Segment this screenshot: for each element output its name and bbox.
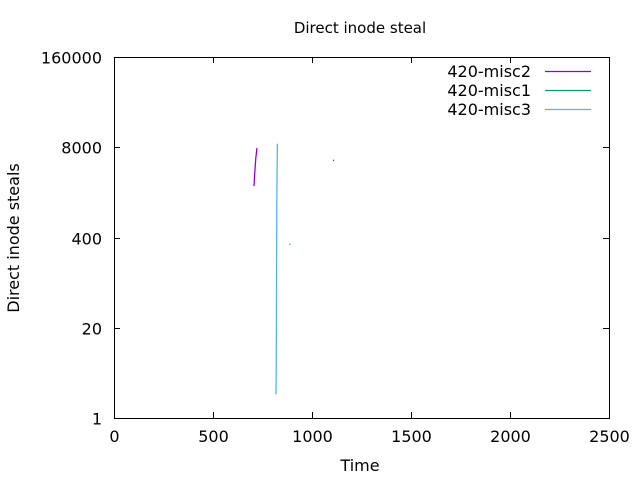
series-420-misc3 [275,143,279,395]
plot-frame [114,57,610,419]
legend-item: 420-misc1 [447,81,591,100]
chart-title: Direct inode steal [294,19,426,37]
y-tick-label: 8000 [61,139,102,158]
legend-label: 420-misc3 [447,100,531,119]
series-420-misc1 [289,243,291,245]
x-tick-label: 1500 [391,427,432,446]
x-axis-label: Time [339,456,379,475]
x-tick-label: 2000 [490,427,531,446]
legend-item: 420-misc2 [447,62,591,81]
y-tick-label: 1 [92,410,102,429]
x-tick-label: 1000 [292,427,333,446]
y-tick-label: 20 [82,320,102,339]
data-point [289,243,291,245]
series-line [275,143,279,395]
series-layer [253,143,335,395]
series-line [253,147,258,187]
x-tick-label: 500 [198,427,229,446]
y-axis-label: Direct inode steals [4,163,23,313]
data-point [332,159,335,161]
x-tick-label: 0 [109,427,119,446]
legend-label: 420-misc1 [447,81,531,100]
y-axis: 1 20 400 8000 160000 [41,49,609,429]
y-tick-label: 160000 [41,49,102,68]
legend-item: 420-misc3 [447,100,591,119]
x-axis: 0 500 1000 1500 2000 2500 [109,57,630,446]
y-tick-label: 400 [71,230,102,249]
series-420-misc2 [253,147,335,187]
legend-label: 420-misc2 [447,62,531,81]
x-tick-label: 2500 [589,427,630,446]
